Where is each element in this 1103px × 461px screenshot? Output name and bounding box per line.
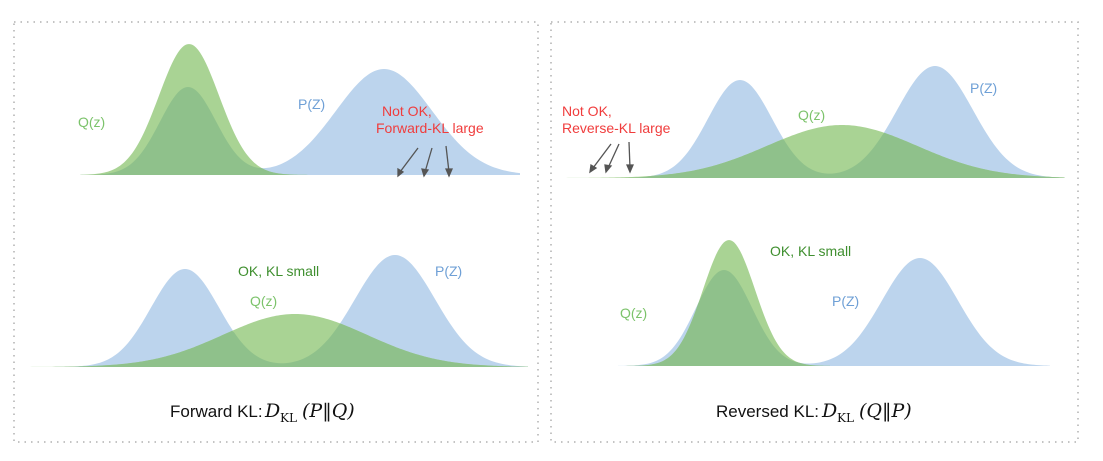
left-top-warning-line1: Not OK, (382, 103, 432, 119)
right-bottom-ok-label: OK, KL small (770, 243, 851, 259)
left-caption-text: Forward KL: (170, 402, 263, 421)
arrow-line (445, 145, 450, 173)
right-top-arrows (589, 141, 634, 174)
curve-layer (18, 44, 1065, 367)
arrow-head (421, 168, 430, 178)
left-top-q-label: Q(z) (78, 114, 105, 130)
left-caption-d: D (264, 400, 280, 422)
right-caption-d: D (821, 400, 837, 422)
left-bottom-p-label: P(Z) (435, 263, 462, 279)
left-top-warning-line2: Forward-KL large (376, 120, 484, 136)
left-bottom-overlap (18, 323, 528, 367)
left-top-p-label: P(Z) (298, 96, 325, 112)
arrow-line (607, 143, 620, 169)
left-bottom-p-distribution (18, 255, 528, 367)
right-caption-text: Reversed KL: (716, 402, 819, 421)
arrow-head (604, 164, 613, 174)
left-caption-subscript: KL (280, 411, 297, 425)
right-caption-subscript: KL (837, 411, 854, 425)
right-top-q-label: Q(z) (798, 107, 825, 123)
right-top-warning-line2: Reverse-KL large (562, 120, 671, 136)
right-bottom-p-label: P(Z) (832, 293, 859, 309)
right-bottom-q-label: Q(z) (620, 305, 647, 321)
arrow-line (424, 147, 433, 173)
left-caption-args: (P‖Q) (302, 400, 355, 422)
left-panel-border (13, 21, 539, 443)
right-top-p-label: P(Z) (970, 80, 997, 96)
right-bottom-overlap (618, 270, 830, 366)
right-caption-args: (Q‖P) (859, 400, 912, 422)
arrow-head (589, 163, 598, 174)
right-top-overlap (556, 132, 1065, 178)
arrow-line (592, 143, 612, 169)
arrow-head (445, 168, 453, 178)
left-bottom-q-label: Q(z) (250, 293, 277, 309)
arrow-head (397, 167, 405, 178)
arrow-head (626, 164, 634, 174)
left-bottom-ok-label: OK, KL small (238, 263, 319, 279)
right-panel-border (550, 21, 1079, 443)
arrow-line (628, 141, 631, 169)
left-top-arrows (397, 145, 453, 178)
left-top-overlap (80, 86, 330, 175)
arrow-line (399, 147, 419, 173)
right-top-warning-line1: Not OK, (562, 103, 612, 119)
right-top-p-distribution (556, 66, 1065, 178)
